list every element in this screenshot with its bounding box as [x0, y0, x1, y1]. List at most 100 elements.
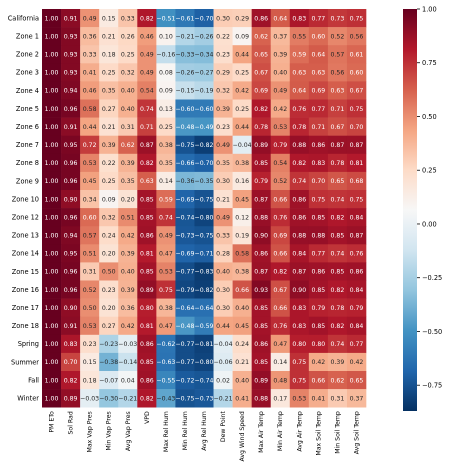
heatmap-cell [213, 153, 233, 173]
heatmap-cell [61, 298, 81, 317]
heatmap-cell [61, 316, 81, 336]
heatmap-cell [289, 352, 310, 372]
cell-value-label: 0.87 [292, 269, 306, 276]
heatmap-cell [270, 81, 291, 100]
row-label: Zone 10 [12, 195, 39, 203]
cell-value-label: 0.62 [254, 33, 268, 40]
cell-value-label: 0.58 [83, 106, 97, 113]
heatmap-cell [308, 352, 329, 372]
colorbar-tick-label: 1.00 [422, 5, 437, 13]
heatmap-cell [118, 316, 138, 336]
cell-value-label: 0.88 [292, 142, 306, 149]
heatmap-cell [270, 135, 291, 155]
cell-value-label: 0.47 [159, 323, 173, 330]
heatmap-cell [289, 81, 310, 100]
heatmap-cell [289, 45, 310, 64]
heatmap-cell [308, 99, 329, 118]
cell-value-label: 0.64 [311, 51, 325, 58]
cell-value-label: 0.12 [235, 214, 249, 221]
heatmap-cell [118, 389, 138, 408]
cell-value-label: −0.06 [214, 359, 233, 366]
cell-value-label: 0.66 [273, 251, 287, 258]
cell-value-label: −0.15 [175, 88, 194, 95]
cell-value-label: 0.65 [350, 377, 364, 384]
heatmap-cell [327, 9, 348, 28]
cell-value-label: 0.24 [102, 232, 116, 239]
heatmap-cell [308, 190, 329, 209]
heatmap-cell [137, 27, 157, 46]
cell-value-label: 0.40 [235, 305, 249, 312]
heatmap-cell [80, 316, 100, 336]
cell-value-label: 0.86 [140, 377, 154, 384]
heatmap-cell [346, 9, 367, 28]
cell-value-label: 0.96 [64, 178, 78, 185]
heatmap-cell [156, 99, 176, 118]
cell-value-label: 0.86 [254, 15, 268, 22]
heatmap-cell [80, 208, 100, 227]
cell-value-label: 0.78 [292, 124, 306, 131]
heatmap-cell [80, 226, 100, 245]
cell-value-label: 0.30 [216, 15, 230, 22]
heatmap-cell [194, 262, 214, 281]
column-label: Avg Wind Speed [239, 411, 246, 461]
cell-value-label: 0.87 [350, 142, 364, 149]
cell-value-label: 0.85 [254, 305, 268, 312]
row-label: Spring [18, 340, 39, 348]
heatmap-cell [194, 99, 214, 118]
cell-value-label: −0.74 [175, 214, 194, 221]
heatmap-cell [156, 371, 176, 390]
cell-value-label: −0.75 [175, 395, 194, 402]
cell-value-label: 0.37 [350, 395, 364, 402]
heatmap-cell [327, 352, 348, 372]
heatmap-cell [308, 389, 329, 408]
cell-value-label: 0.72 [83, 142, 97, 149]
heatmap-cell [175, 226, 195, 245]
heatmap-cell [232, 135, 252, 155]
cell-value-label: 0.84 [292, 251, 306, 258]
heatmap-cell [327, 244, 348, 263]
heatmap-cell [213, 389, 233, 408]
heatmap-cell [61, 45, 81, 64]
cell-value-label: 0.52 [331, 33, 345, 40]
row-label: Zone 7 [16, 141, 39, 149]
heatmap-cell [99, 226, 119, 245]
cell-value-label: 0.21 [102, 124, 116, 131]
heatmap-cell [327, 298, 348, 317]
heatmap-cell [175, 99, 195, 118]
cell-value-label: 0.85 [254, 160, 268, 167]
cell-value-label: 0.42 [273, 106, 287, 113]
cell-value-label: 1.00 [45, 196, 59, 203]
heatmap-cell [194, 117, 214, 136]
heatmap-cell [232, 334, 252, 354]
heatmap-cell [327, 316, 348, 336]
heatmap-cell [289, 117, 310, 136]
cell-value-label: 0.83 [64, 341, 78, 348]
cell-value-label: 0.54 [140, 88, 154, 95]
heatmap-cell [270, 45, 291, 64]
cell-value-label: 0.31 [83, 269, 97, 276]
cell-value-label: 0.42 [121, 323, 135, 330]
heatmap-cell [194, 280, 214, 299]
cell-value-label: 0.69 [311, 88, 325, 95]
heatmap-cell [118, 226, 138, 245]
heatmap-cell [270, 99, 291, 118]
cell-value-label: 0.34 [83, 196, 97, 203]
cell-value-label: 0.85 [311, 287, 325, 294]
cell-value-label: 1.00 [45, 305, 59, 312]
cell-value-label: 0.44 [216, 323, 230, 330]
cell-value-label: 0.17 [273, 395, 287, 402]
cell-value-label: 0.25 [102, 178, 116, 185]
heatmap-cell [251, 298, 272, 317]
heatmap-cell [251, 316, 272, 336]
heatmap-cell [232, 244, 252, 263]
cell-value-label: 0.96 [64, 287, 78, 294]
cell-value-label: 0.59 [159, 196, 173, 203]
heatmap-cell [80, 153, 100, 173]
heatmap-cell [346, 371, 367, 390]
heatmap-cell [80, 298, 100, 317]
column-label: Max Soil Temp [315, 411, 322, 455]
cell-value-label: 0.22 [102, 160, 116, 167]
heatmap-cell [308, 45, 329, 64]
heatmap-cell [99, 298, 119, 317]
row-label: Zone 3 [16, 69, 39, 77]
